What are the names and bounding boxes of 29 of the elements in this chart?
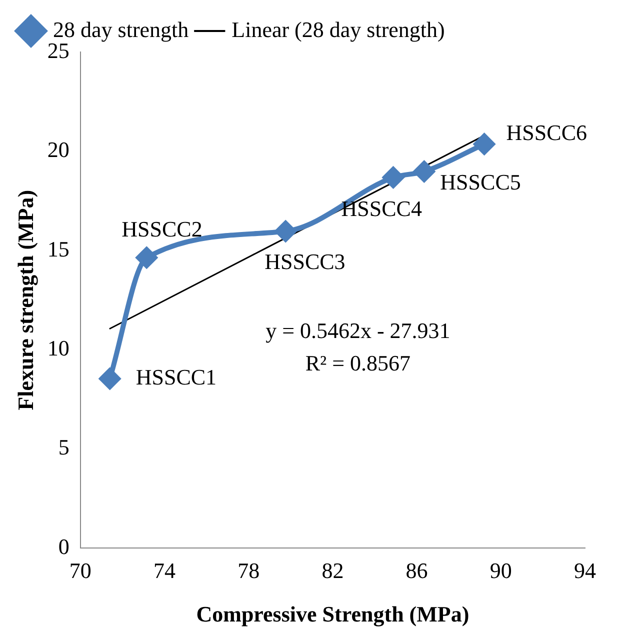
y-axis-title: Flexure strength (MPa) — [12, 190, 38, 410]
annotation: HSSCC3 — [264, 249, 346, 274]
y-tick-label: 0 — [58, 534, 70, 559]
x-tick-label: 74 — [154, 558, 176, 584]
annotation: HSSCC6 — [506, 120, 588, 145]
point — [474, 134, 495, 155]
annotation: R² = 0.8567 — [305, 350, 411, 376]
annotation: HSSCC5 — [440, 169, 521, 194]
x-tick-label: 90 — [490, 558, 512, 584]
x-tick-label: 86 — [406, 558, 428, 584]
point — [99, 368, 120, 390]
x-tick-label: 94 — [574, 558, 596, 584]
y-tick-label: 10 — [47, 336, 70, 360]
y-tick-label: 20 — [47, 137, 70, 162]
x-tick-label: 82 — [322, 558, 344, 584]
point — [136, 247, 158, 268]
point — [275, 220, 296, 242]
legend-label: Linear (28 day strength) — [232, 16, 445, 42]
annotation: HSSCC2 — [122, 216, 202, 242]
annotation: HSSCC4 — [341, 196, 422, 222]
annotation: HSSCC1 — [136, 364, 217, 390]
y-tick-label: 5 — [58, 434, 70, 460]
x-tick-label: 70 — [69, 558, 92, 584]
point — [382, 166, 404, 188]
y-tick-label: 15 — [47, 236, 70, 262]
x-axis-title: Compressive Strength (MPa) — [196, 601, 470, 626]
x-tick-label: 78 — [238, 558, 260, 584]
point — [414, 160, 435, 182]
annotation: y = 0.5462x - 27.931 — [266, 318, 450, 344]
